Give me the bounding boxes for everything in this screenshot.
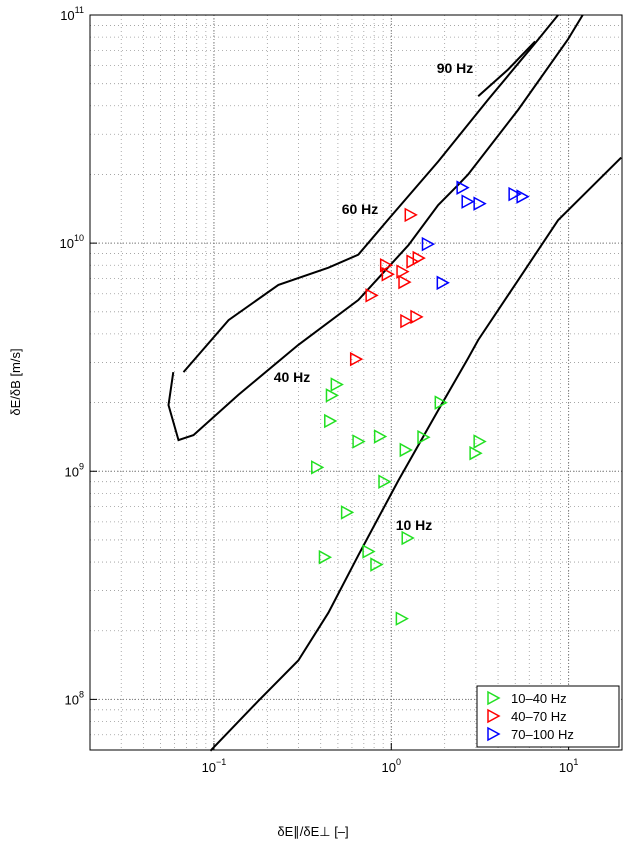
tick-exponent: 10 xyxy=(74,233,84,243)
point xyxy=(324,413,338,429)
point xyxy=(436,275,450,291)
point xyxy=(412,250,426,266)
point xyxy=(381,267,395,282)
point xyxy=(379,257,394,273)
point xyxy=(395,611,409,626)
point xyxy=(456,180,470,195)
point xyxy=(516,189,530,204)
tick-label: 100 xyxy=(382,757,401,775)
curve xyxy=(209,156,622,752)
point xyxy=(401,530,415,546)
point xyxy=(378,474,392,489)
point xyxy=(311,460,325,475)
tick-exponent: −1 xyxy=(216,757,226,767)
legend-marker xyxy=(487,690,501,706)
curve-label: 40 Hz xyxy=(274,369,311,385)
tick-exponent: 11 xyxy=(75,5,84,15)
point xyxy=(461,194,475,209)
point xyxy=(434,395,448,410)
tick-exponent: 1 xyxy=(573,757,578,767)
point xyxy=(373,429,388,444)
point xyxy=(362,544,376,559)
legend-label: 70–100 Hz xyxy=(511,727,574,742)
tick-base: 10 xyxy=(382,760,396,775)
point xyxy=(325,388,340,403)
tick-label: 10−1 xyxy=(202,757,227,775)
point xyxy=(469,445,483,461)
curve xyxy=(477,40,536,98)
point xyxy=(396,264,410,279)
legend-label: 40–70 Hz xyxy=(511,709,567,724)
tick-exponent: 9 xyxy=(79,461,84,471)
point xyxy=(398,274,412,290)
curve-label: 90 Hz xyxy=(437,60,474,76)
tick-base: 10 xyxy=(60,8,74,23)
tick-base: 10 xyxy=(60,236,74,251)
point xyxy=(508,186,522,202)
point xyxy=(400,313,414,329)
point xyxy=(330,377,344,392)
tick-label: 109 xyxy=(65,461,84,479)
legend-marker xyxy=(487,708,501,724)
tick-base: 10 xyxy=(559,760,573,775)
point xyxy=(340,505,355,520)
tick-label: 1011 xyxy=(60,5,84,23)
point xyxy=(417,429,431,445)
point xyxy=(365,288,379,303)
point xyxy=(473,434,487,449)
tick-exponent: 8 xyxy=(79,689,84,699)
curve xyxy=(167,14,584,442)
tick-label: 101 xyxy=(559,757,578,775)
curve-label: 10 Hz xyxy=(396,517,433,533)
point xyxy=(473,196,487,211)
tick-base: 10 xyxy=(65,464,79,479)
point xyxy=(349,351,364,367)
point xyxy=(421,236,436,252)
legend-box xyxy=(476,685,620,748)
legend-marker xyxy=(487,726,501,742)
tick-label: 1010 xyxy=(60,233,84,251)
point xyxy=(370,557,384,572)
point xyxy=(410,309,424,325)
curve-label: 60 Hz xyxy=(342,201,379,217)
point xyxy=(399,442,413,458)
point xyxy=(352,434,366,449)
point xyxy=(318,549,333,565)
legend-label: 10–40 Hz xyxy=(511,691,567,706)
point xyxy=(404,207,418,223)
curve xyxy=(182,14,559,373)
tick-base: 10 xyxy=(202,760,216,775)
tick-label: 108 xyxy=(65,689,84,707)
plot-frame xyxy=(89,14,623,751)
tick-base: 10 xyxy=(65,692,79,707)
tick-exponent: 0 xyxy=(396,757,401,767)
x-axis-label: δE∥/δE⊥ [–] xyxy=(277,824,348,839)
y-axis-label: δE/δB [m/s] xyxy=(8,348,23,415)
